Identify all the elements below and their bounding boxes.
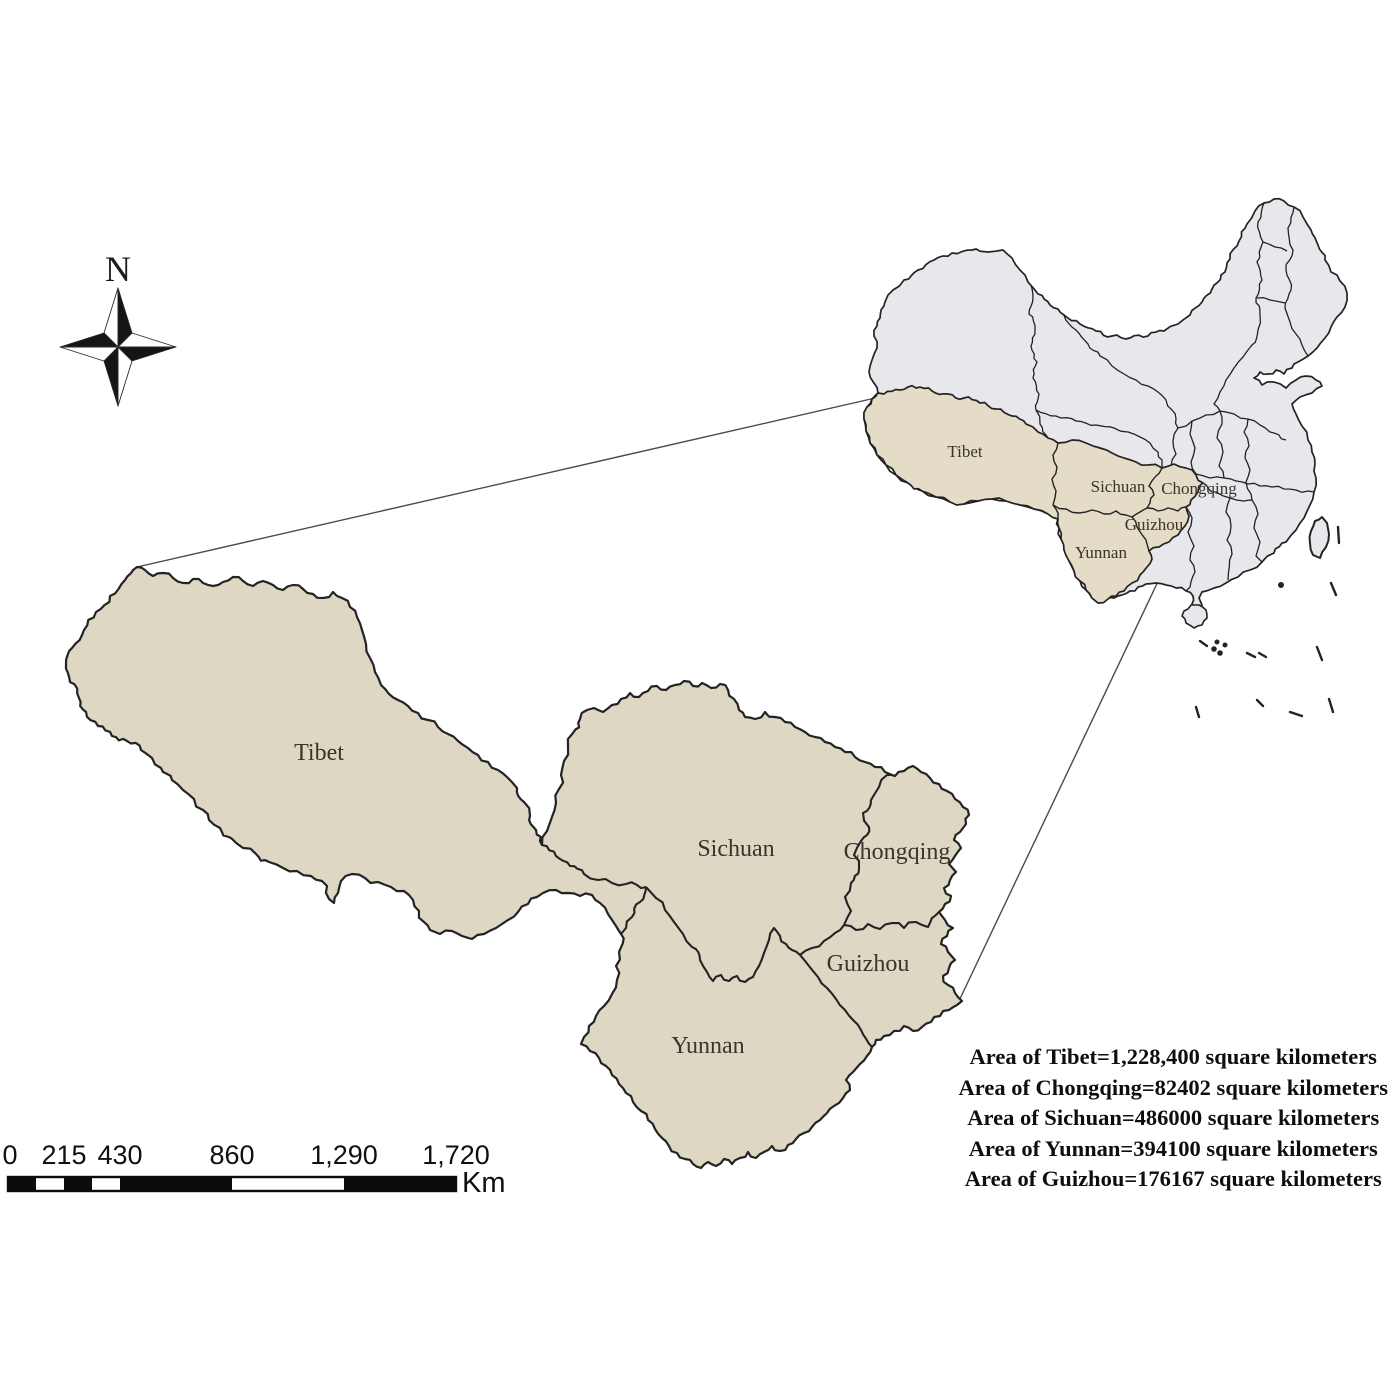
scale-unit-label: Km: [462, 1167, 506, 1199]
callout-lines: [136, 395, 1182, 1004]
inset-highlight-region: [863, 384, 1204, 604]
inset-label-chongqing: Chongqing: [1161, 479, 1237, 498]
area-line-guizhou: Area of Guizhou=176167 square kilometers: [964, 1166, 1382, 1191]
inset-highlight-borders: [1051, 442, 1187, 552]
main-region-borders: [541, 773, 940, 1048]
main-label-sichuan: Sichuan: [697, 836, 774, 862]
scale-bar: 0 215 430 860 1,290 1,720 Km: [2, 1140, 505, 1199]
area-line-sichuan: Area of Sichuan=486000 square kilometers: [967, 1105, 1380, 1130]
area-line-tibet: Area of Tibet=1,228,400 square kilometer…: [969, 1044, 1377, 1069]
scale-tick-1290: 1,290: [310, 1140, 378, 1170]
small-islands: [1194, 525, 1341, 719]
main-label-yunnan: Yunnan: [671, 1033, 744, 1059]
hainan-island: [1181, 604, 1208, 629]
inset-label-yunnan: Yunnan: [1075, 543, 1127, 562]
scale-bar-segments: [8, 1177, 456, 1191]
scale-tick-215: 215: [41, 1140, 86, 1170]
taiwan-island: [1308, 516, 1330, 559]
scale-tick-860: 860: [209, 1140, 254, 1170]
scale-tick-1720: 1,720: [422, 1140, 490, 1170]
callout-line-bottom: [957, 532, 1182, 1004]
compass-rose: [59, 287, 177, 407]
main-map-labels: Tibet Sichuan Chongqing Guizhou Yunnan: [294, 740, 950, 1059]
area-info-block: Area of Tibet=1,228,400 square kilometer…: [959, 1042, 1389, 1195]
scale-tick-430: 430: [97, 1140, 142, 1170]
main-region-silhouette: [64, 565, 971, 1170]
main-label-guizhou: Guizhou: [827, 951, 910, 977]
main-label-tibet: Tibet: [294, 740, 344, 766]
area-line-chongqing: Area of Chongqing=82402 square kilometer…: [958, 1074, 1389, 1100]
callout-line-top: [136, 395, 885, 568]
inset-label-guizhou: Guizhou: [1125, 515, 1184, 534]
compass-w-top: [59, 332, 119, 348]
inset-china-map: Tibet Sichuan Chongqing Guizhou Yunnan: [863, 197, 1348, 719]
scale-bar-ticks: 0 215 430 860 1,290 1,720: [2, 1140, 489, 1170]
inset-islands: [1181, 516, 1341, 719]
main-label-chongqing: Chongqing: [844, 839, 951, 865]
inset-province-borders: [1027, 202, 1315, 592]
inset-label-sichuan: Sichuan: [1091, 477, 1146, 496]
scale-bar-frame: [6, 1175, 458, 1193]
compass-north-label: N: [105, 249, 131, 289]
scale-tick-0: 0: [2, 1140, 17, 1170]
inset-label-tibet: Tibet: [947, 442, 983, 461]
area-line-yunnan: Area of Yunnan=394100 square kilometers: [968, 1135, 1378, 1161]
main-region-map: Tibet Sichuan Chongqing Guizhou Yunnan: [64, 565, 971, 1170]
inset-labels: Tibet Sichuan Chongqing Guizhou Yunnan: [947, 442, 1237, 562]
